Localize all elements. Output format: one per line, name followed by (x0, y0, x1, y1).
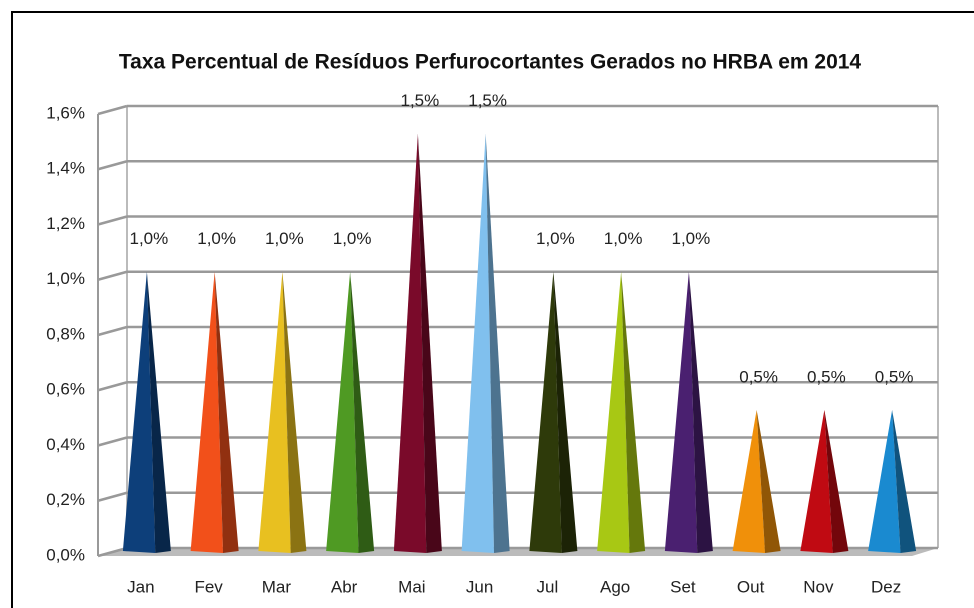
x-tick-label: Mar (262, 577, 292, 596)
x-tick-label: Jul (537, 577, 559, 596)
cone-shade (485, 133, 510, 553)
cone-shade (756, 409, 781, 553)
value-label: 1,0% (672, 229, 711, 248)
cone-shade (282, 271, 307, 553)
cone-shade (146, 271, 171, 553)
grid-line (97, 546, 128, 558)
cone (529, 271, 562, 553)
cone-shade (824, 409, 849, 553)
x-tick-label: Ago (600, 577, 630, 596)
cone-shade (553, 271, 578, 553)
value-label: 1,0% (265, 229, 304, 248)
grid-line (97, 160, 128, 171)
cone (800, 409, 833, 553)
x-tick-label: Set (670, 577, 696, 596)
y-tick-label: 0,0% (46, 545, 85, 564)
value-label: 1,0% (130, 229, 169, 248)
x-tick-label: Mai (398, 577, 425, 596)
value-label: 1,5% (468, 91, 507, 110)
cone-shade (350, 271, 375, 553)
cone (190, 271, 224, 553)
value-label: 1,0% (536, 229, 575, 248)
value-label: 1,5% (401, 91, 440, 110)
x-tick-label: Fev (194, 577, 223, 596)
grid-line (97, 325, 128, 337)
value-label: 0,5% (875, 367, 914, 386)
x-tick-label: Abr (331, 577, 358, 596)
value-label: 0,5% (739, 367, 778, 386)
cone (664, 271, 698, 553)
grid-line (97, 381, 128, 392)
y-tick-label: 0,8% (46, 324, 85, 343)
x-tick-label: Jan (127, 577, 154, 596)
value-label: 1,0% (197, 229, 236, 248)
y-tick-label: 1,0% (46, 269, 85, 288)
y-tick-label: 0,4% (46, 435, 85, 454)
x-tick-label: Jun (466, 577, 493, 596)
cone-shade (621, 271, 646, 553)
value-label: 1,0% (333, 229, 372, 248)
chart-title: Taxa Percentual de Resíduos Perfurocorta… (119, 51, 862, 74)
y-tick-label: 0,2% (46, 490, 85, 509)
grid-line (97, 104, 128, 116)
cone-shade (688, 271, 713, 553)
frame (11, 11, 974, 608)
x-tick-label: Out (737, 577, 765, 596)
x-tick-label: Nov (803, 577, 834, 596)
grid-line (97, 270, 128, 281)
cone (326, 271, 359, 553)
grid-line (97, 436, 128, 447)
cone-shade (214, 271, 239, 553)
cone-shade (892, 409, 917, 553)
floor (98, 548, 938, 556)
y-tick-label: 1,4% (46, 159, 85, 178)
value-label: 0,5% (807, 367, 846, 386)
grid-line (97, 215, 128, 226)
grid-line (97, 491, 128, 502)
cone-shade (417, 133, 442, 553)
cone (122, 271, 156, 553)
value-label: 1,0% (604, 229, 643, 248)
y-tick-label: 0,6% (46, 380, 85, 399)
cone (732, 409, 766, 553)
x-tick-label: Dez (871, 577, 901, 596)
cone (461, 133, 495, 553)
cone (393, 133, 427, 553)
y-tick-label: 1,6% (46, 103, 85, 122)
cone (868, 409, 901, 553)
cone (597, 271, 630, 553)
cone (258, 271, 291, 553)
y-tick-label: 1,2% (46, 214, 85, 233)
